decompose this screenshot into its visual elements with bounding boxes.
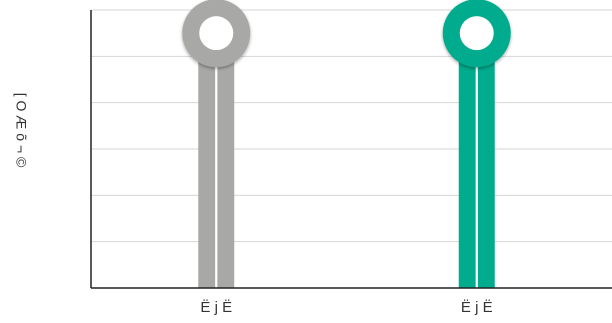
gridlines bbox=[91, 9, 612, 243]
y-axis-title: [ O Æ õ ¬ © bbox=[13, 93, 29, 168]
bar-head-hole bbox=[459, 16, 494, 51]
bar-group bbox=[182, 0, 511, 288]
x-tick-label: Ë j Ë bbox=[461, 299, 493, 316]
axes bbox=[90, 10, 612, 289]
lollipop-bar bbox=[442, 0, 511, 288]
bar-head-hole bbox=[199, 16, 234, 51]
lollipop-bar bbox=[182, 0, 251, 288]
x-tick-label: Ë j Ë bbox=[200, 299, 232, 316]
